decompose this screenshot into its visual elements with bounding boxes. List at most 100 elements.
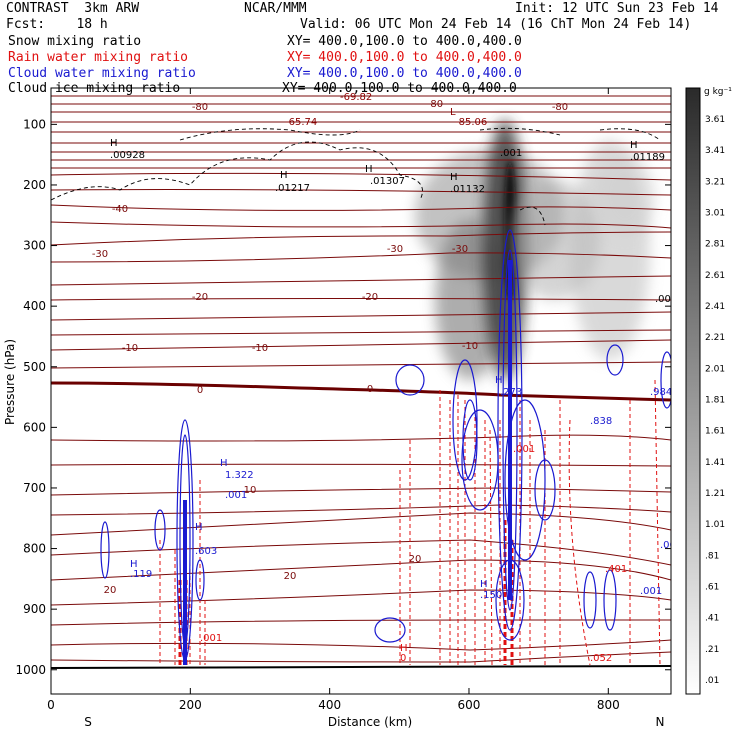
- contour-label: -10: [32, 343, 48, 354]
- extremum-label: -65.74: [285, 117, 317, 128]
- x-tick-label: 200: [179, 698, 202, 712]
- contour-label: 20: [104, 585, 117, 596]
- colorbar-level: .41: [705, 614, 719, 624]
- extremum-label: .001: [500, 148, 522, 159]
- field-rain-label: Rain water mixing ratio: [8, 50, 189, 65]
- contour-label: -10: [462, 341, 478, 352]
- field-cloudwater-xy: XY= 400.0,100.0 to 400.0,400.0: [287, 66, 522, 81]
- forecast-hour: Fcst: 18 h: [6, 17, 108, 32]
- colorbar-level: 1.01: [705, 520, 725, 530]
- contour-label: -30: [92, 249, 108, 260]
- field-rain-xy: XY= 400.0,100.0 to 400.0,400.0: [287, 50, 522, 65]
- y-axis-label: Pressure (hPa): [3, 339, 17, 425]
- field-snow-label: Snow mixing ratio: [8, 34, 142, 49]
- plot-frame: [50, 87, 672, 695]
- contour-label: 20: [409, 554, 422, 565]
- extremum-label: H: [110, 138, 118, 149]
- extremum-label: H: [280, 170, 288, 181]
- axes: 0 200 400 600 800100200300400500600700800900…: [15, 88, 671, 712]
- y-tick-label: 200: [23, 178, 46, 192]
- extremum-label: .984: [650, 387, 672, 398]
- contour-label: 0: [197, 385, 203, 396]
- x-tick-label: 800: [597, 698, 620, 712]
- extrema-labels: L82.35-69.82-65.74L-85.06-68.65L-86.78H.…: [10, 92, 682, 664]
- extremum-label: -85.06: [455, 117, 487, 128]
- contour-label: 10: [4, 488, 17, 499]
- snow-shading: [415, 120, 655, 380]
- contour-label: -80: [552, 102, 568, 113]
- contour-label: -20: [722, 289, 738, 300]
- colorbar-level: 3.01: [705, 209, 725, 219]
- extremum-label: .150: [480, 590, 502, 601]
- y-tick-label: 300: [23, 239, 46, 253]
- y-tick-label: 800: [23, 542, 46, 556]
- colorbar-level: .01: [705, 676, 719, 686]
- field-cloudwater-label: Cloud water mixing ratio: [8, 66, 196, 81]
- contour-label: 20: [284, 571, 297, 582]
- contour-label: -30: [387, 244, 403, 255]
- contour-label: -30: [452, 244, 468, 255]
- extremum-label: 0: [400, 653, 406, 664]
- extremum-label: L: [10, 107, 16, 118]
- extremum-label: .01189: [630, 152, 665, 163]
- cloud-water-cores: [183, 260, 512, 665]
- extremum-label: .052: [590, 653, 612, 664]
- valid-time: Valid: 06 UTC Mon 24 Feb 14 (16 ChT Mon …: [300, 17, 692, 32]
- extremum-label: H: [220, 458, 228, 469]
- extremum-label: H: [630, 140, 638, 151]
- y-tick-label: 500: [23, 360, 46, 374]
- colorbar-unit: g kg⁻¹: [704, 87, 732, 97]
- colorbar-level: 2.21: [705, 333, 725, 343]
- colorbar-level: 3.61: [705, 115, 725, 125]
- extremum-label: .01217: [275, 183, 310, 194]
- extremum-label: .401: [605, 564, 627, 575]
- x-tick-label: 400: [318, 698, 341, 712]
- extremum-label: H: [480, 579, 488, 590]
- y-tick-label: 600: [23, 420, 46, 434]
- contour-label: -10: [122, 343, 138, 354]
- isotherm-lines: [51, 95, 671, 663]
- field-snow-xy: XY= 400.0,100.0 to 400.0,400.0: [287, 34, 522, 49]
- contour-label: -80: [192, 102, 208, 113]
- endpoint-right: N: [656, 715, 665, 729]
- colorbar: [685, 87, 701, 695]
- extremum-label: .01307: [370, 176, 405, 187]
- extremum-label: .838: [590, 416, 612, 427]
- y-tick-label: 1000: [15, 663, 46, 677]
- contour-label: -10: [252, 343, 268, 354]
- colorbar-level: 2.41: [705, 302, 725, 312]
- x-tick-label: 600: [458, 698, 481, 712]
- colorbar-labels: 3.61 3.41 3.21 3.01 2.81 2.61 2.41 2.21 2.01 1.81…: [705, 115, 725, 686]
- extremum-label: .603: [195, 546, 217, 557]
- contour-label: -20: [192, 292, 208, 303]
- extremum-label: .001: [513, 444, 535, 455]
- extremum-label: .001: [660, 540, 682, 551]
- extremum-label: H: [400, 643, 408, 654]
- extremum-label: .001: [225, 490, 247, 501]
- org-label: NCAR/MMM: [244, 1, 307, 16]
- colorbar-level: 3.41: [705, 146, 725, 156]
- x-axis-label: Distance (km): [328, 715, 412, 729]
- colorbar-level: 1.61: [705, 427, 725, 437]
- contour-label: 0: [367, 384, 373, 395]
- extremum-label: H: [450, 172, 458, 183]
- extremum-label: .119: [130, 569, 152, 580]
- contour-label: -20: [362, 292, 378, 303]
- extremum-label: 1.322: [225, 470, 254, 481]
- model-title: CONTRAST 3km ARW: [6, 1, 140, 16]
- y-tick-label: 100: [23, 117, 46, 131]
- colorbar-level: .21: [705, 645, 719, 655]
- colorbar-level: .81: [705, 551, 719, 561]
- extremum-label: .273: [500, 387, 522, 398]
- ground-line: [51, 665, 671, 669]
- extremum-label: H: [365, 164, 373, 175]
- contour-labels: -80-80-80-80-40-30-30-30-30-20-20-20-10-…: [4, 99, 738, 596]
- extremum-label: .01132: [450, 184, 485, 195]
- x-tick-label: 0: [47, 698, 55, 712]
- rain-contours: [159, 379, 661, 666]
- extremum-label: L: [450, 107, 456, 118]
- colorbar-level: 2.81: [705, 240, 725, 250]
- extremum-label: H: [495, 375, 503, 386]
- extremum-label: H: [195, 522, 203, 533]
